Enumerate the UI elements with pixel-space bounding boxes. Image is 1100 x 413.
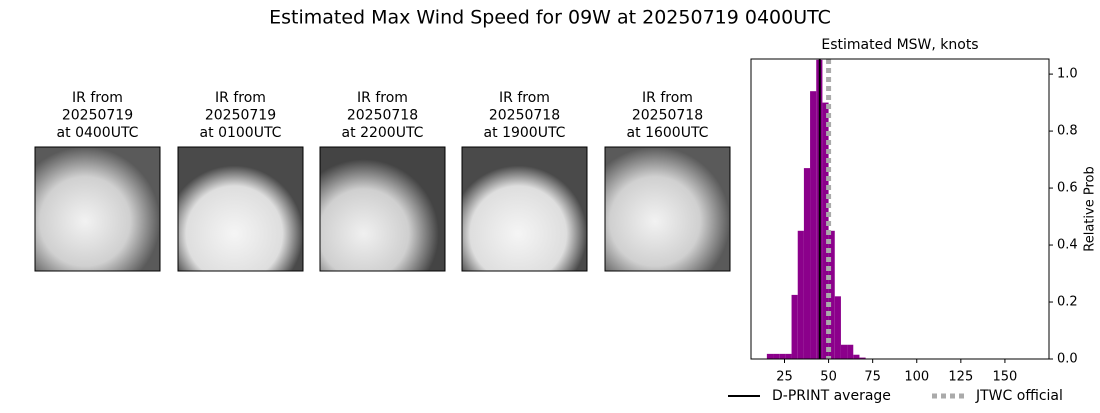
legend-label: JTWC official: [975, 388, 1063, 404]
bar: [791, 294, 798, 359]
bar: [810, 91, 817, 360]
ir-image: [319, 146, 446, 272]
bar: [834, 296, 841, 359]
panel-title: IR from: [357, 90, 408, 106]
y-tick-label: 1.0: [1057, 67, 1078, 82]
bar: [847, 344, 854, 359]
panel-title: at 2200UTC: [342, 125, 424, 141]
panel-title: 20250718: [489, 108, 560, 124]
x-tick-label: 150: [993, 370, 1018, 385]
panel-title: IR from: [642, 90, 693, 106]
panel-title: at 1900UTC: [484, 125, 566, 141]
panel-title: 20250719: [205, 108, 276, 124]
panel-title: 20250719: [62, 108, 133, 124]
x-tick-label: 100: [904, 370, 929, 385]
panel-title: 20250718: [347, 108, 418, 124]
bar: [859, 357, 866, 359]
panel-title: 20250718: [632, 108, 703, 124]
y-tick-label: 0.0: [1057, 352, 1078, 367]
ir-images: [34, 146, 731, 272]
figure-title: Estimated Max Wind Speed for 09W at 2025…: [269, 7, 831, 29]
bar: [797, 230, 804, 359]
bar: [803, 168, 811, 359]
panel-title: IR from: [215, 90, 266, 106]
bar: [773, 353, 780, 359]
ir-image: [34, 146, 161, 272]
panel-title: at 0400UTC: [57, 125, 139, 141]
bar: [840, 344, 848, 359]
bar: [828, 230, 835, 359]
bar: [853, 354, 860, 359]
ir-image: [604, 146, 731, 272]
ir-image: [177, 146, 304, 272]
x-tick-label: 75: [864, 370, 881, 385]
bar: [779, 353, 786, 359]
bar: [822, 102, 829, 359]
legend-label: D-PRINT average: [772, 388, 891, 404]
plot-frame: [750, 58, 1050, 360]
x-tick-label: 125: [948, 370, 973, 385]
panel-title: at 0100UTC: [200, 125, 282, 141]
x-tick-label: 50: [820, 370, 837, 385]
y-tick-label: 0.4: [1057, 238, 1078, 253]
bar: [785, 353, 792, 359]
panel-title: IR from: [499, 90, 550, 106]
panel-title: at 1600UTC: [627, 125, 709, 141]
y-tick-label: 0.8: [1057, 124, 1078, 139]
y-tick-label: 0.2: [1057, 295, 1078, 310]
x-tick-label: 25: [776, 370, 793, 385]
bar: [766, 353, 774, 359]
y-axis-label: Relative Prob: [1083, 166, 1098, 251]
ir-image: [461, 146, 588, 272]
chart-title: Estimated MSW, knots: [821, 37, 978, 53]
y-tick-label: 0.6: [1057, 181, 1078, 196]
panel-title: IR from: [72, 90, 123, 106]
